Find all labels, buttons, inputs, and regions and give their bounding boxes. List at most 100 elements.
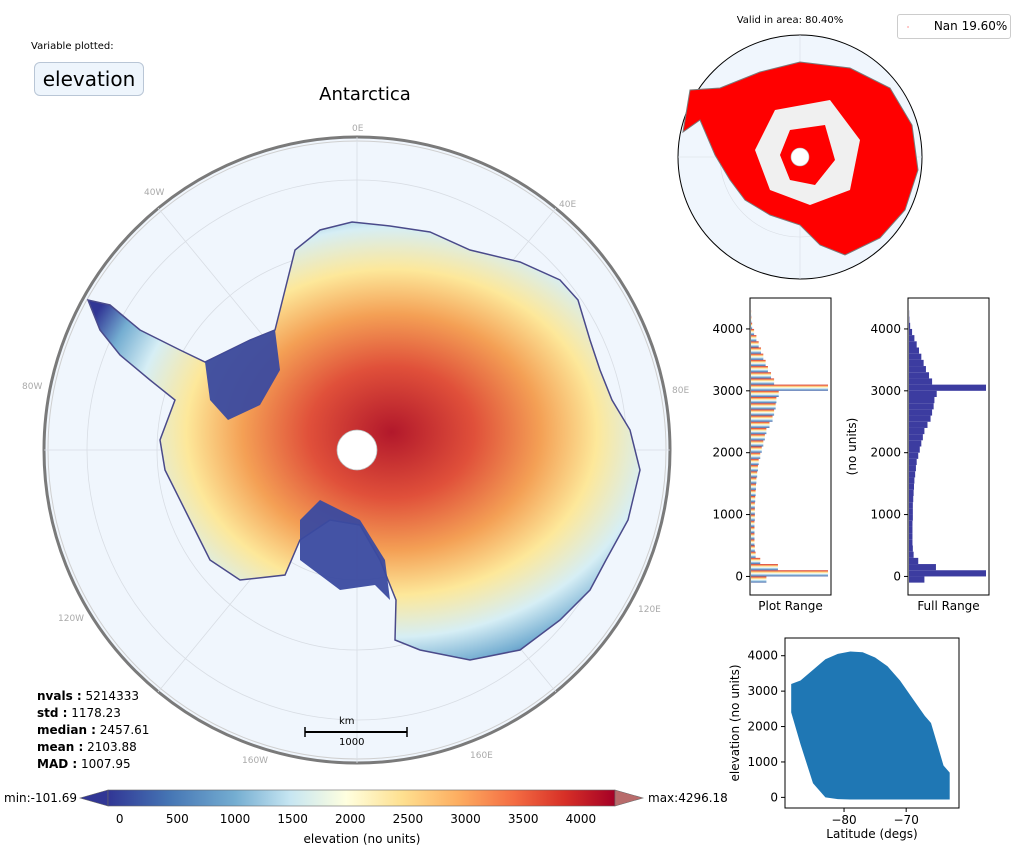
lon-label-40e: 40E	[559, 200, 577, 210]
histogram-bar	[751, 533, 755, 540]
histogram-bar	[909, 390, 937, 397]
histogram-bar	[909, 483, 915, 490]
histogram-bar	[909, 458, 917, 466]
y-tick-label: 4000	[712, 322, 743, 336]
histogram-bar	[751, 415, 773, 422]
histogram-bar	[909, 397, 935, 404]
histogram-bar	[751, 403, 776, 410]
variable-name-badge: elevation	[34, 62, 144, 96]
histogram-bar	[751, 570, 828, 577]
lon-label-0e: 0E	[352, 124, 364, 134]
histogram-bar	[909, 446, 920, 453]
histogram-bar	[751, 378, 775, 385]
histogram-bar	[909, 359, 924, 367]
histogram-bar	[909, 545, 913, 552]
scale-bar-value: 1000	[339, 737, 365, 748]
colorbar-tick-label: 3500	[507, 812, 539, 826]
lon-label-40w: 40W	[144, 188, 165, 198]
histogram-bar	[909, 378, 933, 385]
y-tick-label: 2000	[747, 720, 778, 734]
histogram-bar	[909, 477, 915, 484]
histogram-bar	[751, 564, 778, 571]
histogram-bar	[909, 489, 914, 496]
weddell-shelf-region	[300, 500, 390, 600]
colorbar-tick-label: 4000	[565, 812, 597, 826]
y-tick-label: 1000	[747, 755, 778, 769]
stat-median: median : 2457.61	[37, 723, 150, 737]
histogram-bar	[751, 440, 764, 447]
colorbar-xlabel: elevation (no units)	[303, 832, 421, 846]
histogram-bar	[751, 526, 755, 534]
histogram-bar	[909, 403, 934, 410]
histogram-bar	[909, 576, 925, 583]
colorbar-tick-label: 500	[165, 812, 189, 826]
scatter-points	[791, 651, 950, 800]
histogram-bar	[909, 508, 913, 515]
histogram-bar	[751, 328, 755, 336]
histogram-bar	[751, 434, 765, 441]
histogram-bar	[909, 514, 913, 521]
histogram-bar	[909, 347, 920, 354]
histogram-bar	[909, 353, 922, 360]
histogram-bar	[751, 576, 767, 583]
pole-hole	[336, 429, 378, 471]
colorbar-tick-label: 3000	[450, 812, 481, 826]
colorbar	[78, 789, 645, 807]
colorbar-tick-label: 1000	[219, 812, 251, 826]
histogram-full-range: 0 1000 2000 3000 4000 Full Range (no units)	[845, 297, 990, 613]
scatter-ylabel: elevation (no units)	[728, 665, 742, 782]
histogram-bar	[909, 341, 917, 348]
histogram-bar	[909, 465, 916, 472]
stat-std: std : 1178.23	[37, 706, 121, 720]
y-tick-label: 1000	[870, 508, 901, 522]
histogram-bar	[751, 557, 761, 565]
histogram-bar	[909, 496, 914, 503]
histogram-bar	[909, 520, 913, 527]
histogram-bar	[751, 465, 758, 472]
histogram-bar	[751, 471, 758, 478]
lon-label-160w: 160W	[242, 756, 269, 766]
histogram-bar	[909, 335, 915, 342]
colorbar-max-label: max:4296.18	[648, 791, 728, 805]
histogram-bar	[909, 322, 911, 329]
inset-valid-text: Valid in area: 80.40%	[736, 15, 844, 26]
histogram-bar	[751, 551, 756, 558]
histogram-bar	[909, 427, 925, 435]
histogram-bar	[909, 533, 913, 540]
y-tick-label: 3000	[747, 684, 778, 698]
stat-mean: mean : 2103.88	[37, 740, 137, 754]
histogram-bar	[909, 471, 916, 478]
lon-label-160e: 160E	[470, 751, 493, 761]
map-title: Antarctica	[319, 84, 411, 105]
lon-label-120e: 120E	[638, 605, 661, 615]
histogram-bar	[751, 477, 757, 484]
colorbar-min-label: min:-101.69	[4, 791, 77, 805]
scale-bar	[304, 727, 408, 737]
x-tick-label: −70	[894, 813, 919, 827]
histogram-bar	[751, 390, 779, 397]
histogram-bar	[909, 452, 919, 459]
histogram-bar	[751, 446, 762, 453]
histogram-bar	[909, 564, 936, 571]
histogram-bar	[909, 366, 926, 373]
histogram-bar	[751, 458, 759, 466]
scatter-frame	[784, 637, 960, 809]
legend-marker-icon: ·	[906, 23, 910, 32]
histogram-frame	[749, 297, 832, 596]
x-tick-label: −80	[831, 813, 856, 827]
histogram-bar	[909, 434, 923, 441]
histogram-bar	[751, 421, 770, 428]
histogram-bar	[751, 353, 764, 360]
histogram-bar	[909, 384, 986, 391]
histogram-bar	[751, 539, 755, 546]
stat-mad: MAD : 1007.95	[37, 757, 131, 771]
histogram-bar	[909, 372, 930, 379]
histogram-xlabel: Full Range	[917, 599, 979, 613]
histogram-bar	[751, 335, 757, 342]
y-tick-label: 1000	[712, 508, 743, 522]
histogram-bar	[909, 539, 913, 546]
histogram-bar	[751, 514, 755, 521]
y-tick-label: 0	[770, 790, 778, 804]
